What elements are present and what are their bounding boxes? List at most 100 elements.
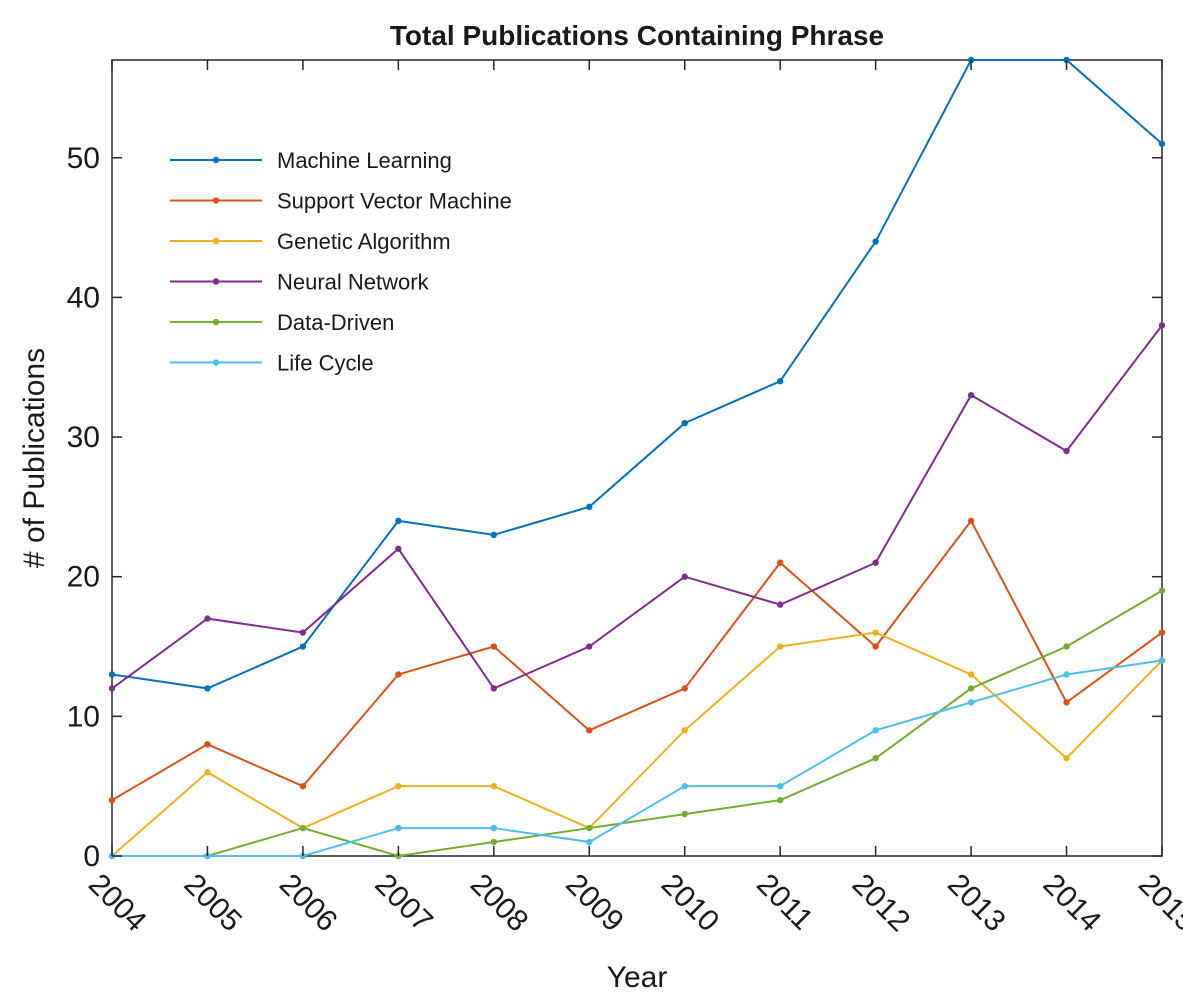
legend-item-genetic-algorithm: Genetic Algorithm [170,229,451,254]
data-point-neural-network [872,559,879,566]
series-line-machine-learning [111,59,1163,690]
legend-item-support-vector-machine: Support Vector Machine [170,189,512,214]
x-tick-label: 2012 [846,868,917,939]
data-point-neural-network [967,391,975,399]
data-point-data-driven [586,824,593,832]
data-point-machine-learning [776,377,784,385]
x-tick-label: 2007 [368,868,439,939]
data-point-data-driven [681,810,688,818]
data-point-life-cycle [1158,657,1166,664]
data-point-life-cycle [1063,671,1070,678]
data-point-genetic-algorithm [681,727,688,734]
x-tick-label: 2013 [941,868,1012,939]
data-point-life-cycle [967,699,975,706]
legend-marker-data-driven [212,318,220,326]
series-line-data-driven [112,589,1163,858]
data-point-neural-network [586,643,593,650]
x-tick-label: 2010 [655,868,726,939]
data-point-genetic-algorithm [967,671,975,678]
data-point-machine-learning [586,503,593,511]
data-point-support-vector-machine [776,559,784,566]
data-point-genetic-algorithm [395,782,402,790]
data-point-data-driven [967,685,975,692]
data-point-neural-network [395,545,402,552]
y-tick-label: 50 [67,142,100,175]
data-point-data-driven [299,824,307,832]
x-tick-label: 2006 [273,868,344,939]
x-axis-label: Year [607,961,668,994]
data-point-life-cycle [395,824,402,832]
x-tick-label: 2009 [559,868,630,939]
legend-item-life-cycle: Life Cycle [170,351,374,376]
series-neural-network [108,322,1166,692]
data-point-neural-network [776,601,784,608]
legend-marker-support-vector-machine [212,197,220,204]
y-tick-label: 20 [67,561,100,594]
legend-label-life-cycle: Life Cycle [277,351,374,376]
data-point-support-vector-machine [681,685,688,692]
series-support-vector-machine [108,517,1166,804]
data-point-neural-network [490,685,498,692]
series-line-genetic-algorithm [111,631,1163,857]
legend-marker-neural-network [212,278,220,285]
legend-label-genetic-algorithm: Genetic Algorithm [277,229,451,254]
data-point-support-vector-machine [299,782,307,790]
data-point-support-vector-machine [490,643,498,650]
plot-frame [111,59,1163,857]
series-line-support-vector-machine [111,518,1163,802]
x-tick-label: 2015 [1132,868,1183,939]
legend-label-neural-network: Neural Network [277,270,430,295]
data-point-life-cycle [586,838,593,846]
x-tick-label: 2014 [1037,868,1108,939]
data-point-machine-learning [872,238,879,245]
data-point-support-vector-machine [872,643,879,650]
y-tick-label: 30 [67,421,100,454]
data-point-support-vector-machine [967,517,975,525]
legend-item-machine-learning: Machine Learning [170,148,452,173]
data-point-life-cycle [490,824,498,832]
data-point-genetic-algorithm [204,769,211,776]
data-point-support-vector-machine [204,741,211,748]
data-point-data-driven [490,838,498,846]
data-point-data-driven [872,755,879,762]
legend-item-data-driven: Data-Driven [170,310,394,335]
y-tick-label: 10 [67,700,100,733]
data-point-genetic-algorithm [490,782,498,790]
data-point-genetic-algorithm [872,629,879,636]
legend-marker-genetic-algorithm [212,237,220,245]
data-point-machine-learning [490,531,498,539]
legend-marker-machine-learning [212,156,220,164]
y-tick-label: 40 [67,281,100,314]
data-point-neural-network [204,615,211,622]
data-point-machine-learning [1158,140,1166,147]
legend: Machine Learning Support Vector Machine Ge… [170,148,512,376]
legend-marker-life-cycle [212,359,220,366]
y-axis-label: # of Publications [18,348,51,568]
x-tick-label: 2011 [750,868,819,937]
data-point-genetic-algorithm [776,643,784,650]
data-point-machine-learning [108,671,116,678]
legend-item-neural-network: Neural Network [170,270,430,295]
data-point-support-vector-machine [586,727,593,734]
x-tick-label: 2004 [82,868,153,939]
data-point-machine-learning [681,419,688,427]
data-point-neural-network [299,629,307,636]
data-point-data-driven [1063,643,1070,650]
y-tick-label: 0 [83,840,100,873]
data-point-neural-network [1063,447,1070,455]
legend-label-data-driven: Data-Driven [277,310,394,335]
legend-label-support-vector-machine: Support Vector Machine [277,189,512,214]
data-point-data-driven [776,796,784,804]
data-point-support-vector-machine [395,671,402,678]
data-point-genetic-algorithm [1063,755,1070,762]
data-point-data-driven [1158,587,1166,594]
series-line-neural-network [111,324,1163,690]
data-point-machine-learning [395,517,402,525]
data-point-machine-learning [204,685,211,692]
data-point-machine-learning [299,643,307,650]
chart-title: Total Publications Containing Phrase [390,20,884,51]
plot-area [111,59,1163,857]
data-point-life-cycle [872,727,879,734]
x-tick-label: 2008 [464,868,535,939]
